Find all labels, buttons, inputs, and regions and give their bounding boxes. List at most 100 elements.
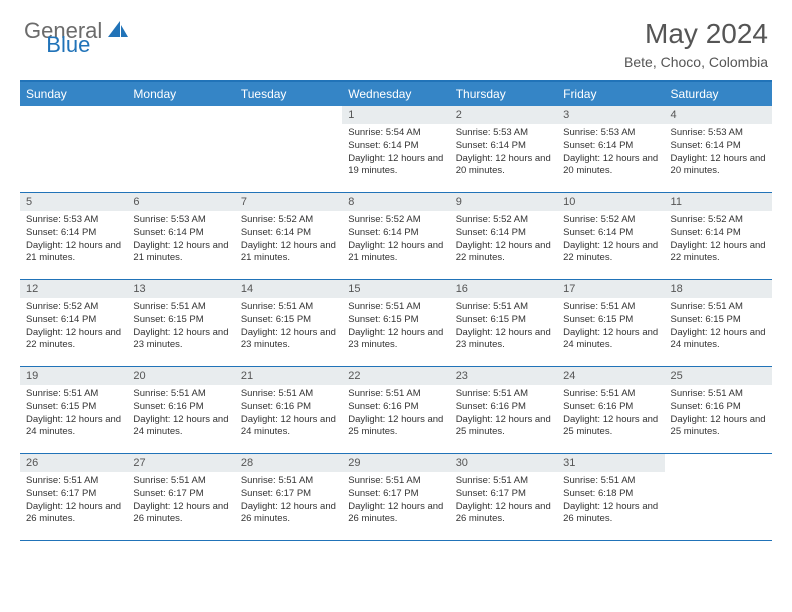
day-content: Sunrise: 5:53 AMSunset: 6:14 PMDaylight:… [665, 124, 772, 184]
sunset-text: Sunset: 6:16 PM [456, 401, 551, 414]
day-number: 11 [665, 193, 772, 211]
day-cell: 7Sunrise: 5:52 AMSunset: 6:14 PMDaylight… [235, 193, 342, 279]
sunset-text: Sunset: 6:14 PM [348, 140, 443, 153]
day-cell: 16Sunrise: 5:51 AMSunset: 6:15 PMDayligh… [450, 280, 557, 366]
sunset-text: Sunset: 6:15 PM [563, 314, 658, 327]
sunrise-text: Sunrise: 5:54 AM [348, 127, 443, 140]
sail-icon [106, 19, 130, 44]
daylight-text: Daylight: 12 hours and 19 minutes. [348, 153, 443, 179]
daylight-text: Daylight: 12 hours and 24 minutes. [26, 414, 121, 440]
day-number [20, 106, 127, 124]
day-content: Sunrise: 5:51 AMSunset: 6:17 PMDaylight:… [342, 472, 449, 532]
daylight-text: Daylight: 12 hours and 21 minutes. [26, 240, 121, 266]
daylight-text: Daylight: 12 hours and 26 minutes. [456, 501, 551, 527]
daylight-text: Daylight: 12 hours and 21 minutes. [348, 240, 443, 266]
sunrise-text: Sunrise: 5:51 AM [671, 301, 766, 314]
day-content: Sunrise: 5:51 AMSunset: 6:16 PMDaylight:… [235, 385, 342, 445]
day-cell: 12Sunrise: 5:52 AMSunset: 6:14 PMDayligh… [20, 280, 127, 366]
day-number: 22 [342, 367, 449, 385]
day-cell: 21Sunrise: 5:51 AMSunset: 6:16 PMDayligh… [235, 367, 342, 453]
daylight-text: Daylight: 12 hours and 24 minutes. [241, 414, 336, 440]
daylight-text: Daylight: 12 hours and 21 minutes. [241, 240, 336, 266]
sunrise-text: Sunrise: 5:51 AM [133, 388, 228, 401]
day-content: Sunrise: 5:51 AMSunset: 6:15 PMDaylight:… [450, 298, 557, 358]
day-number: 26 [20, 454, 127, 472]
sunrise-text: Sunrise: 5:51 AM [456, 475, 551, 488]
weekday-sunday: Sunday [20, 82, 127, 106]
day-number: 24 [557, 367, 664, 385]
week-row: 26Sunrise: 5:51 AMSunset: 6:17 PMDayligh… [20, 454, 772, 541]
sunset-text: Sunset: 6:14 PM [348, 227, 443, 240]
day-number: 7 [235, 193, 342, 211]
sunrise-text: Sunrise: 5:52 AM [671, 214, 766, 227]
sunset-text: Sunset: 6:16 PM [241, 401, 336, 414]
sunrise-text: Sunrise: 5:53 AM [563, 127, 658, 140]
week-row: 1Sunrise: 5:54 AMSunset: 6:14 PMDaylight… [20, 106, 772, 193]
sunset-text: Sunset: 6:17 PM [456, 488, 551, 501]
logo-text-blue: Blue [46, 32, 90, 57]
sunset-text: Sunset: 6:17 PM [241, 488, 336, 501]
day-number: 14 [235, 280, 342, 298]
sunset-text: Sunset: 6:15 PM [133, 314, 228, 327]
daylight-text: Daylight: 12 hours and 26 minutes. [26, 501, 121, 527]
day-number: 23 [450, 367, 557, 385]
daylight-text: Daylight: 12 hours and 25 minutes. [456, 414, 551, 440]
sunrise-text: Sunrise: 5:52 AM [241, 214, 336, 227]
day-number: 3 [557, 106, 664, 124]
daylight-text: Daylight: 12 hours and 22 minutes. [26, 327, 121, 353]
weekday-thursday: Thursday [450, 82, 557, 106]
sunset-text: Sunset: 6:14 PM [26, 227, 121, 240]
day-number [665, 454, 772, 472]
sunset-text: Sunset: 6:15 PM [456, 314, 551, 327]
day-content: Sunrise: 5:53 AMSunset: 6:14 PMDaylight:… [127, 211, 234, 271]
sunset-text: Sunset: 6:15 PM [241, 314, 336, 327]
weekday-friday: Friday [557, 82, 664, 106]
day-number [235, 106, 342, 124]
day-number: 31 [557, 454, 664, 472]
daylight-text: Daylight: 12 hours and 26 minutes. [563, 501, 658, 527]
day-content: Sunrise: 5:52 AMSunset: 6:14 PMDaylight:… [342, 211, 449, 271]
sunrise-text: Sunrise: 5:51 AM [563, 301, 658, 314]
sunset-text: Sunset: 6:18 PM [563, 488, 658, 501]
day-content: Sunrise: 5:53 AMSunset: 6:14 PMDaylight:… [20, 211, 127, 271]
sunrise-text: Sunrise: 5:51 AM [133, 475, 228, 488]
sunset-text: Sunset: 6:14 PM [26, 314, 121, 327]
sunrise-text: Sunrise: 5:51 AM [348, 388, 443, 401]
day-number: 21 [235, 367, 342, 385]
day-number: 17 [557, 280, 664, 298]
day-cell: 28Sunrise: 5:51 AMSunset: 6:17 PMDayligh… [235, 454, 342, 540]
daylight-text: Daylight: 12 hours and 24 minutes. [133, 414, 228, 440]
sunrise-text: Sunrise: 5:51 AM [133, 301, 228, 314]
day-number: 16 [450, 280, 557, 298]
day-number: 18 [665, 280, 772, 298]
day-content [127, 124, 234, 133]
daylight-text: Daylight: 12 hours and 25 minutes. [671, 414, 766, 440]
day-cell: 19Sunrise: 5:51 AMSunset: 6:15 PMDayligh… [20, 367, 127, 453]
sunrise-text: Sunrise: 5:51 AM [671, 388, 766, 401]
weekday-monday: Monday [127, 82, 234, 106]
day-content: Sunrise: 5:51 AMSunset: 6:16 PMDaylight:… [342, 385, 449, 445]
day-cell: 23Sunrise: 5:51 AMSunset: 6:16 PMDayligh… [450, 367, 557, 453]
sunset-text: Sunset: 6:16 PM [671, 401, 766, 414]
sunrise-text: Sunrise: 5:52 AM [26, 301, 121, 314]
location: Bete, Choco, Colombia [624, 54, 768, 70]
day-number: 30 [450, 454, 557, 472]
day-cell: 27Sunrise: 5:51 AMSunset: 6:17 PMDayligh… [127, 454, 234, 540]
weeks-container: 1Sunrise: 5:54 AMSunset: 6:14 PMDaylight… [20, 106, 772, 541]
daylight-text: Daylight: 12 hours and 23 minutes. [456, 327, 551, 353]
day-content [235, 124, 342, 133]
day-cell: 26Sunrise: 5:51 AMSunset: 6:17 PMDayligh… [20, 454, 127, 540]
day-cell [20, 106, 127, 192]
sunset-text: Sunset: 6:14 PM [671, 140, 766, 153]
day-cell: 8Sunrise: 5:52 AMSunset: 6:14 PMDaylight… [342, 193, 449, 279]
daylight-text: Daylight: 12 hours and 20 minutes. [671, 153, 766, 179]
sunset-text: Sunset: 6:15 PM [671, 314, 766, 327]
day-content: Sunrise: 5:51 AMSunset: 6:15 PMDaylight:… [557, 298, 664, 358]
day-cell [127, 106, 234, 192]
day-content: Sunrise: 5:54 AMSunset: 6:14 PMDaylight:… [342, 124, 449, 184]
day-number: 19 [20, 367, 127, 385]
daylight-text: Daylight: 12 hours and 20 minutes. [563, 153, 658, 179]
weekday-saturday: Saturday [665, 82, 772, 106]
day-number: 2 [450, 106, 557, 124]
sunset-text: Sunset: 6:17 PM [26, 488, 121, 501]
